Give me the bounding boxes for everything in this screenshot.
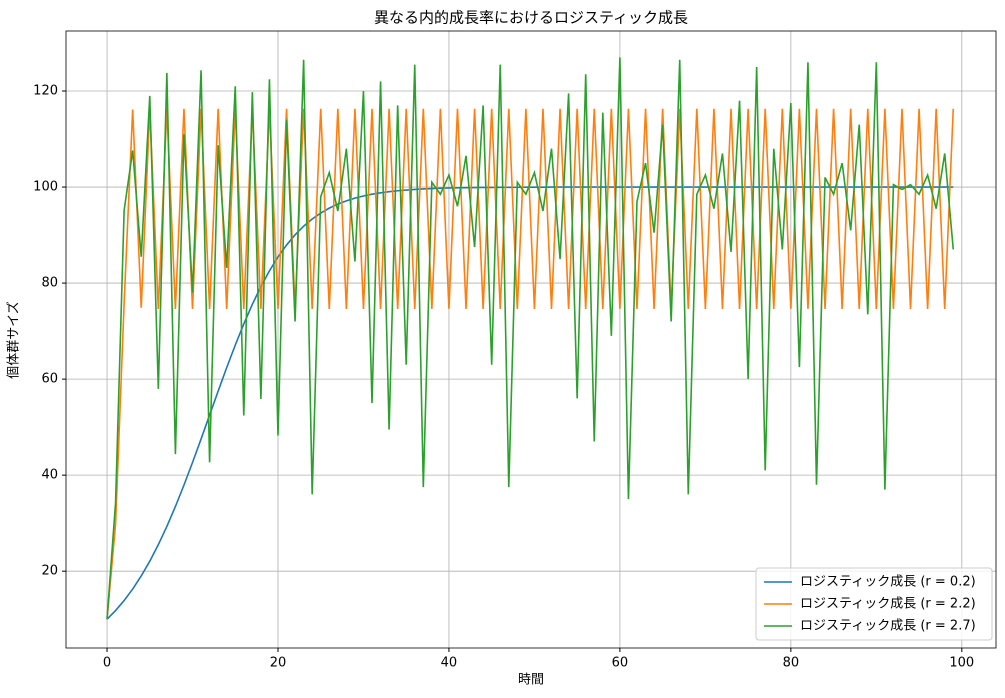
x-tick-label: 40	[441, 656, 458, 671]
x-tick-label: 60	[612, 656, 629, 671]
plot-frame	[65, 30, 997, 649]
legend-box	[755, 567, 993, 641]
y-tick-label: 60	[41, 372, 58, 387]
x-tick-label: 100	[949, 656, 974, 671]
legend-label: ロジスティック成長 (r = 2.2)	[800, 597, 976, 612]
data-line	[106, 108, 955, 620]
y-tick-label: 20	[41, 564, 58, 579]
data-line	[106, 186, 954, 620]
x-tick-label: 80	[783, 656, 800, 671]
legend-label: ロジスティック成長 (r = 0.2)	[800, 575, 976, 590]
y-tick-label: 120	[33, 84, 58, 99]
y-tick-label: 40	[41, 468, 58, 483]
data-line	[106, 57, 955, 620]
x-tick-label: 20	[270, 656, 287, 671]
y-tick-label: 80	[41, 276, 58, 291]
x-tick-label: 0	[103, 656, 111, 671]
x-axis-label: 時間	[518, 673, 544, 688]
y-axis-label: 個体群サイズ	[6, 301, 22, 379]
y-tick-label: 100	[33, 180, 58, 195]
legend-label: ロジスティック成長 (r = 2.7)	[800, 619, 976, 634]
chart-title: 異なる内的成長率におけるロジスティック成長	[374, 9, 688, 27]
